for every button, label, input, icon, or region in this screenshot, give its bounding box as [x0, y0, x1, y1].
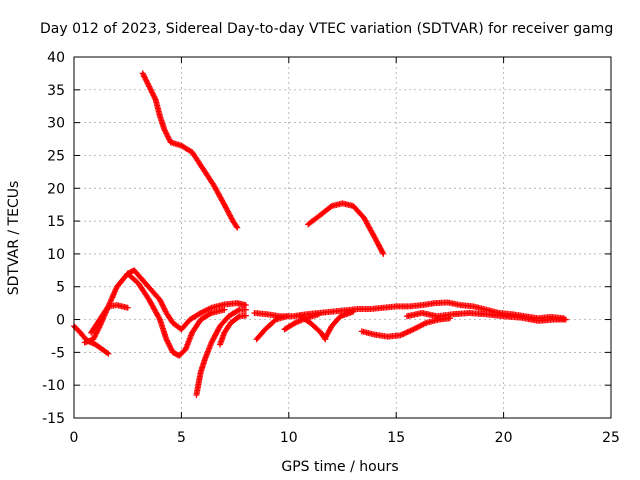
- data-point: [562, 316, 569, 323]
- x-tick-label: 10: [280, 430, 298, 446]
- series-arc-14: [358, 315, 453, 340]
- y-tick-label: -10: [42, 378, 65, 394]
- grid-lines: [74, 57, 611, 418]
- x-tick-label: 0: [70, 430, 79, 446]
- data-series: [71, 70, 569, 399]
- y-tick-label: 10: [47, 247, 65, 263]
- plot-frame: [73, 56, 612, 419]
- y-tick-label: 40: [47, 50, 65, 66]
- data-point: [221, 306, 228, 313]
- y-tick-label: -15: [42, 411, 65, 427]
- data-point: [234, 224, 241, 231]
- x-tick-label: 15: [387, 430, 405, 446]
- data-point: [380, 250, 387, 257]
- data-point: [283, 313, 290, 320]
- series-arc-5: [88, 302, 131, 336]
- axis-ticks: -15 -10 -5 0 5 10 15 20 25 30 35 40 0 5 10 15 20 25: [42, 50, 620, 446]
- series-arc-13: [322, 308, 357, 341]
- y-tick-label: 15: [47, 214, 65, 230]
- series-arc-1: [139, 70, 241, 231]
- series-arc-10: [253, 313, 290, 343]
- data-point: [233, 223, 240, 230]
- x-tick-label: 5: [177, 430, 186, 446]
- data-point: [235, 314, 242, 321]
- data-point: [207, 310, 214, 317]
- y-tick-label: 30: [47, 116, 65, 132]
- data-point: [327, 203, 334, 210]
- y-tick-label: -5: [51, 345, 65, 361]
- series-arc-8: [217, 312, 249, 348]
- y-tick-label: 35: [47, 83, 65, 99]
- series-arc-12: [296, 312, 329, 343]
- series-arc-15: [403, 309, 569, 324]
- series-arc-7: [193, 306, 249, 399]
- chart-title: Day 012 of 2023, Sidereal Day-to-day VTE…: [40, 21, 613, 37]
- x-tick-label: 20: [495, 430, 513, 446]
- data-point: [104, 349, 111, 356]
- data-point: [235, 307, 242, 314]
- y-axis-label: SDTVAR / TECUs: [6, 181, 22, 296]
- x-tick-label: 25: [602, 430, 620, 446]
- data-point: [242, 312, 249, 319]
- data-point: [350, 308, 357, 315]
- data-point: [242, 306, 249, 313]
- y-tick-label: 20: [47, 181, 65, 197]
- series-arc-6: [124, 270, 228, 359]
- data-point: [124, 304, 131, 311]
- data-point: [315, 311, 322, 318]
- x-axis-label: GPS time / hours: [281, 459, 398, 475]
- y-tick-label: 25: [47, 148, 65, 164]
- y-tick-label: 5: [56, 280, 65, 296]
- series-arc-2: [305, 200, 387, 257]
- y-tick-label: 0: [56, 313, 65, 329]
- data-point: [105, 350, 112, 357]
